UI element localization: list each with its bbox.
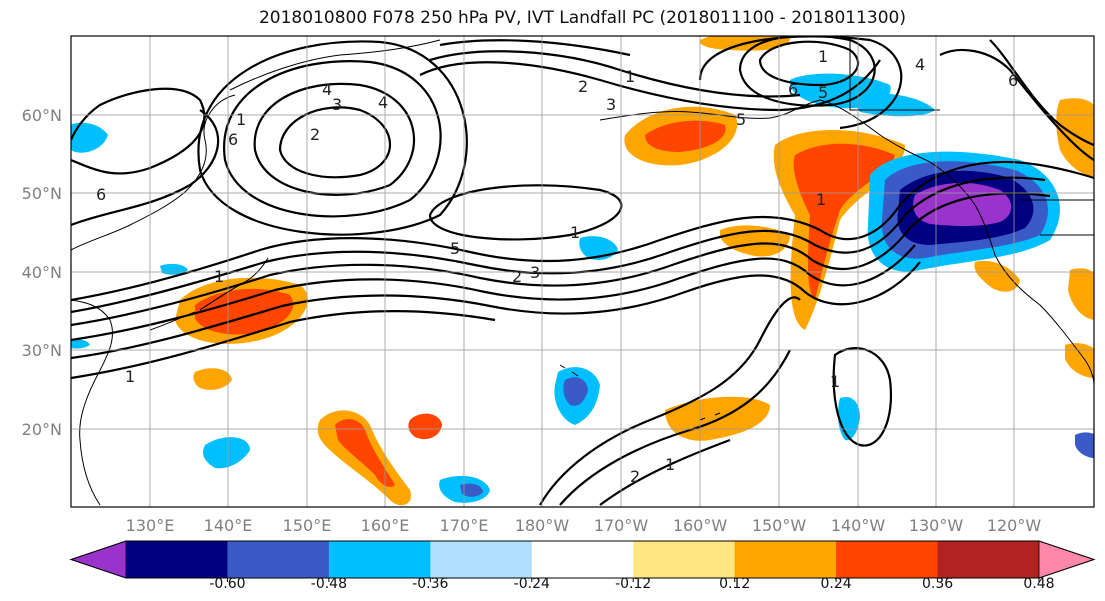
- pv-contours: [71, 36, 1094, 506]
- longitude-labels: 130°E 140°E 150°E 160°E 170°E 180°W 170°…: [126, 516, 1042, 535]
- colorbar-segment: [430, 541, 533, 578]
- lon-label: 140°W: [831, 516, 886, 535]
- contour-label: 1: [816, 190, 826, 209]
- contour-label: 1: [214, 267, 224, 286]
- contour-label: 3: [332, 95, 342, 114]
- lon-label: 120°W: [987, 516, 1042, 535]
- contour-label: 1: [236, 110, 246, 129]
- lat-label: 20°N: [22, 420, 62, 439]
- colorbar-extend-high: [1038, 540, 1096, 579]
- lon-label: 130°W: [909, 516, 964, 535]
- colorbar-tick-label: 0.36: [922, 576, 953, 592]
- contour-label: 2: [578, 77, 588, 96]
- colorbar-tick-label: 0.48: [1023, 576, 1054, 592]
- lon-label: 130°E: [126, 516, 175, 535]
- contour-label: 1: [125, 367, 135, 386]
- colorbar-tick-label: 0.12: [719, 576, 750, 592]
- lon-label: 180°W: [515, 516, 570, 535]
- contour-label: 2: [310, 125, 320, 144]
- contour-labels: 1 1 1 1 1 1 1 1 1 2 2 2 2 3 3 3 4 4 4 5 …: [96, 47, 1018, 486]
- colorbar: -0.60 -0.48 -0.36 -0.24 -0.12 0.12 0.24 0.36 0.4…: [69, 540, 1096, 592]
- colorbar-segment: [126, 541, 228, 578]
- contour-label: 5: [736, 110, 746, 129]
- contour-label: 1: [570, 223, 580, 242]
- colorbar-segment: [937, 541, 1040, 578]
- lon-label: 150°E: [283, 516, 332, 535]
- lon-label: 160°W: [673, 516, 728, 535]
- contour-label: 6: [228, 130, 238, 149]
- colorbar-tick-label: -0.48: [311, 576, 347, 592]
- colorbar-tick-label: -0.60: [209, 576, 245, 592]
- lon-label: 160°E: [361, 516, 410, 535]
- latitude-labels: 60°N 50°N 40°N 30°N 20°N: [22, 106, 62, 439]
- contour-label: 5: [818, 83, 828, 102]
- colorbar-tick-label: -0.24: [514, 576, 550, 592]
- colorbar-segment: [531, 541, 634, 578]
- colorbar-segment: [328, 541, 431, 578]
- lat-label: 30°N: [22, 341, 62, 360]
- contour-label: 1: [830, 372, 840, 391]
- lat-label: 40°N: [22, 263, 62, 282]
- contour-label: 4: [915, 55, 925, 74]
- colorbar-segment: [836, 541, 939, 578]
- contour-label: 4: [378, 93, 388, 112]
- colorbar-segment: [633, 541, 736, 578]
- map-title: 2018010800 F078 250 hPa PV, IVT Landfall…: [258, 8, 906, 28]
- lon-label: 170°W: [594, 516, 649, 535]
- lat-label: 60°N: [22, 106, 62, 125]
- map-border: [70, 35, 1095, 508]
- contour-label: 6: [96, 185, 106, 204]
- contour-label: 6: [1008, 71, 1018, 90]
- contour-label: 4: [322, 80, 332, 99]
- contour-label: 3: [530, 263, 540, 282]
- colorbar-segment: [227, 541, 330, 578]
- colorbar-tick-label: -0.36: [412, 576, 448, 592]
- contour-label: 1: [818, 47, 828, 66]
- lon-label: 170°E: [440, 516, 489, 535]
- lon-label: 140°E: [204, 516, 253, 535]
- contour-label: 2: [630, 467, 640, 486]
- contour-label: 3: [606, 95, 616, 114]
- contour-label: 6: [788, 80, 798, 99]
- colorbar-outline: [69, 540, 1096, 579]
- colorbar-extend-low: [69, 540, 127, 579]
- colorbar-tick-label: -0.12: [615, 576, 651, 592]
- lat-label: 50°N: [22, 184, 62, 203]
- colorbar-segment: [734, 541, 837, 578]
- graticule: [71, 36, 1094, 507]
- colorbar-tick-label: 0.24: [821, 576, 852, 592]
- contour-label: 5: [450, 239, 460, 258]
- contour-label: 1: [665, 455, 675, 474]
- lon-label: 150°W: [752, 516, 807, 535]
- contour-label: 1: [625, 67, 635, 86]
- contour-label: 2: [512, 267, 522, 286]
